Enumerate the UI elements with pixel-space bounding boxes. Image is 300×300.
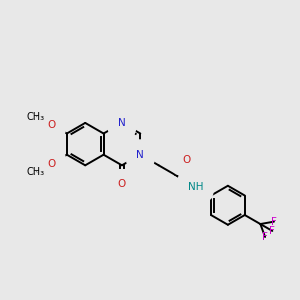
Text: F: F: [262, 232, 268, 242]
Text: O: O: [47, 159, 56, 169]
Text: CH₃: CH₃: [27, 112, 45, 122]
Text: N: N: [136, 150, 144, 160]
Text: NH: NH: [188, 182, 203, 191]
Text: O: O: [118, 179, 126, 189]
Text: CH₃: CH₃: [27, 167, 45, 177]
Text: F: F: [271, 217, 277, 226]
Text: O: O: [47, 119, 56, 130]
Text: F: F: [269, 226, 275, 236]
Text: O: O: [182, 155, 190, 165]
Text: N: N: [118, 118, 126, 128]
